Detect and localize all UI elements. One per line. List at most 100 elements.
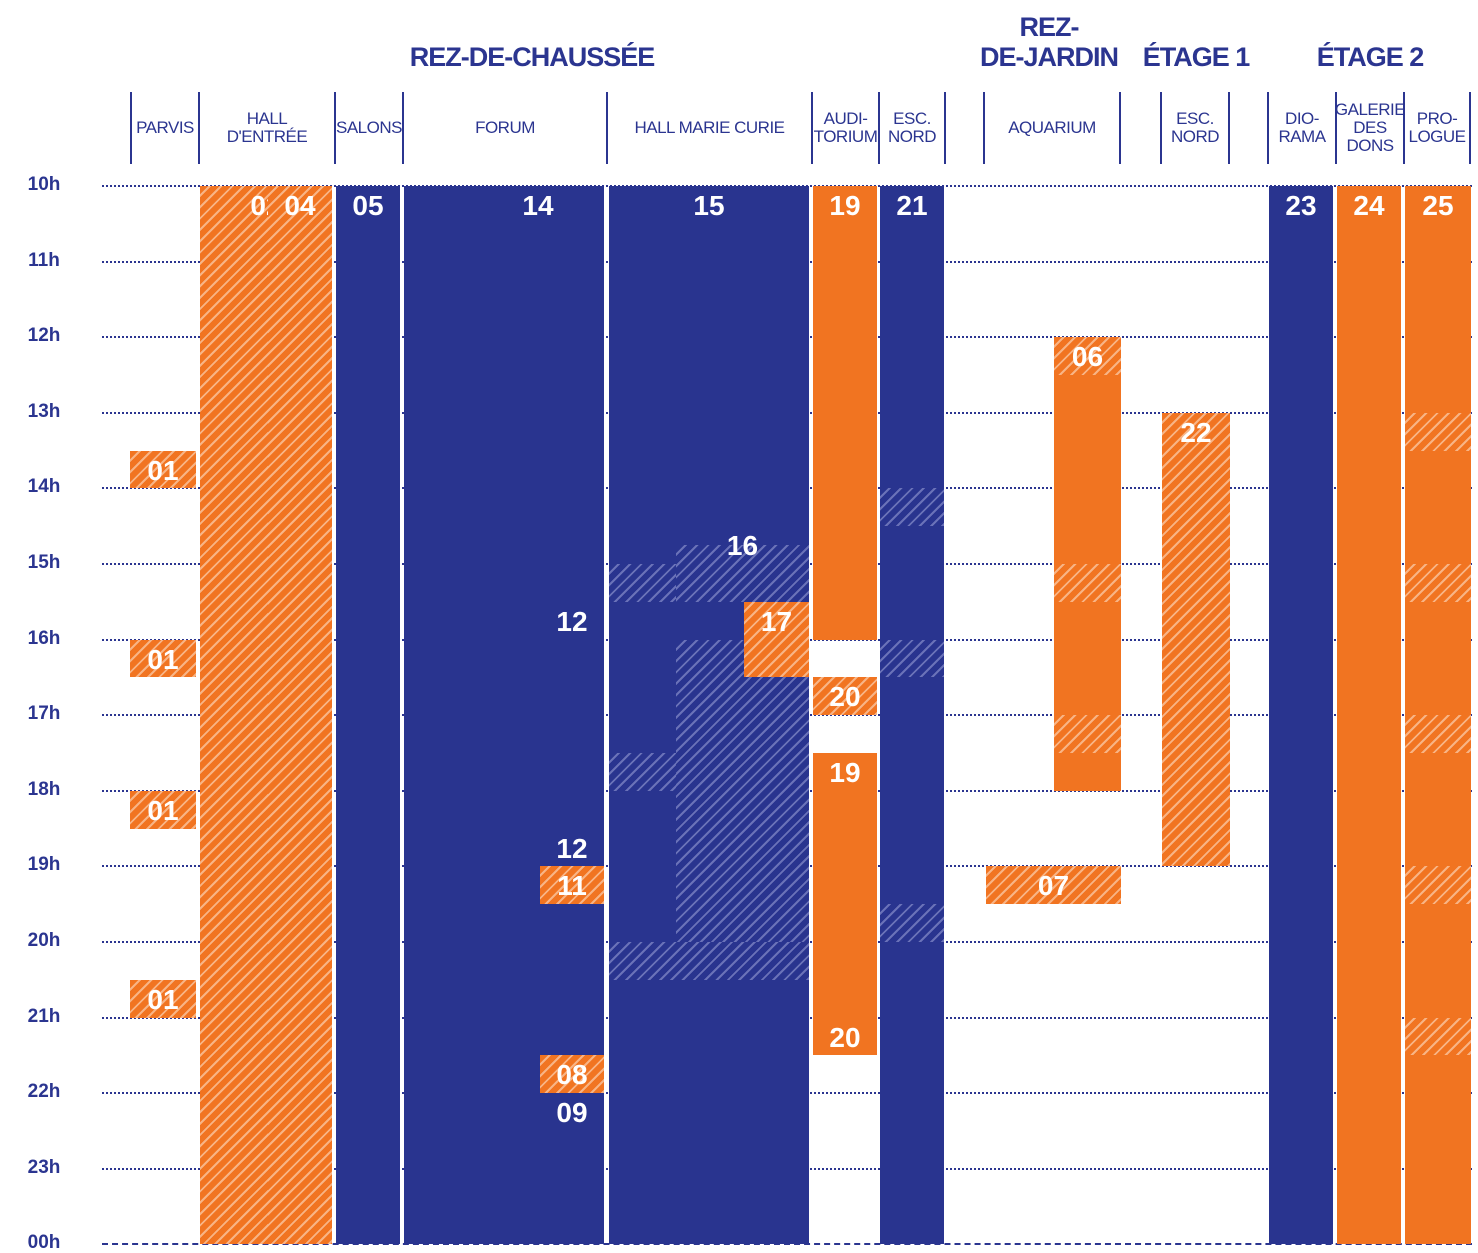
event-label: 04	[284, 190, 316, 221]
event-block[interactable]: 07	[986, 866, 1121, 905]
room-header: ESC. NORD	[878, 92, 946, 164]
room-label: DIO- RAMA	[1278, 109, 1326, 146]
event-label: 16	[726, 530, 759, 562]
hatched-segment	[1054, 563, 1121, 602]
room-header: AQUARIUM	[983, 92, 1121, 164]
hour-label: 11h	[28, 249, 60, 271]
event-block[interactable]: 19	[813, 753, 877, 1056]
event-label: 07	[1037, 870, 1070, 902]
event-label: 25	[1422, 190, 1454, 221]
floor-heading: REZ-DE-CHAUSSÉE	[409, 42, 656, 72]
event-block[interactable]: 16	[676, 526, 809, 602]
hour-label: 16h	[27, 627, 61, 649]
event-block[interactable]: 19	[813, 186, 877, 640]
hour-label: 20h	[27, 930, 61, 951]
hour-label: 12h	[27, 325, 61, 347]
event-block[interactable]: 09	[540, 1093, 604, 1169]
hatched-segment	[880, 904, 944, 942]
event-block[interactable]: 01	[130, 639, 196, 678]
event-label: 24	[1353, 190, 1385, 221]
hatched-segment	[1405, 715, 1471, 753]
event-block[interactable]: 21	[880, 186, 944, 1245]
hatched-segment	[880, 639, 944, 678]
event-block[interactable]: 06	[1054, 337, 1121, 791]
hour-label: 22h	[27, 1081, 61, 1103]
event-label: 01	[147, 454, 179, 486]
event-label: 19	[829, 190, 861, 221]
event-label: 21	[896, 190, 928, 221]
hour-label: 21h	[27, 1005, 61, 1027]
hatched-segment	[1405, 564, 1471, 602]
room-label: ESC. NORD	[1170, 109, 1220, 146]
event-block[interactable]: 24	[1337, 186, 1401, 1245]
hatched-segment	[1405, 412, 1471, 451]
event-label: 15	[693, 190, 725, 221]
event-block[interactable]: 25	[1405, 186, 1471, 1245]
hatched-segment	[1054, 715, 1121, 753]
room-label: ESC. NORD	[887, 109, 937, 146]
event-block[interactable]: 12	[540, 828, 604, 867]
event-block[interactable]: 23	[1269, 186, 1333, 1245]
room-header: PARVIS	[130, 92, 198, 164]
event-label: 23	[1285, 190, 1317, 221]
room-header: HALL D'ENTRÉE	[198, 92, 334, 164]
event-block[interactable]: 01	[130, 790, 196, 829]
room-header: DIO- RAMA	[1267, 92, 1335, 164]
event-block[interactable]: 05	[336, 186, 400, 1245]
hour-label: 19h	[27, 854, 61, 876]
event-label: 19	[829, 757, 861, 788]
hatched-segment	[676, 545, 809, 602]
event-label: 22	[1180, 416, 1212, 448]
event-block[interactable]: 08	[540, 1055, 604, 1094]
event-block[interactable]: 01	[130, 450, 196, 489]
room-header: GALERIE DES DONS	[1334, 92, 1406, 164]
event-label: 01	[147, 643, 179, 675]
hour-label: 18h	[27, 778, 61, 800]
room-label: AUDI- TORIUM	[813, 109, 878, 146]
event-block[interactable]: 01	[130, 979, 196, 1018]
event-label: 20	[829, 681, 861, 713]
room-header: SALONS	[334, 92, 402, 164]
room-label: PARVIS	[136, 118, 194, 137]
event-label: 14	[522, 190, 554, 221]
floor-heading: ÉTAGE 1	[1142, 42, 1251, 72]
event-label: 20	[829, 1021, 861, 1053]
event-label: 01	[147, 794, 179, 826]
event-block[interactable]: 20	[813, 677, 877, 716]
event-block[interactable]	[676, 639, 809, 942]
room-header: AUDI- TORIUM	[811, 92, 878, 164]
hour-label: 17h	[27, 703, 61, 725]
hour-label: 14h	[27, 476, 61, 498]
hour-label: 23h	[27, 1156, 61, 1178]
event-label: 06	[1071, 341, 1104, 373]
room-label: FORUM	[475, 118, 535, 137]
event-block[interactable]: 11	[540, 866, 604, 905]
room-label: HALL MARIE CURIE	[634, 118, 785, 137]
event-label: 09	[556, 1097, 588, 1129]
event-block[interactable]: 20	[813, 1017, 877, 1056]
hour-label: 00h	[27, 1232, 61, 1253]
room-label: GALERIE DES DONS	[1334, 100, 1406, 155]
event-label: 08	[556, 1059, 588, 1091]
event-block[interactable]: 04	[268, 186, 332, 1245]
floor-heading: REZ- DE-JARDIN	[979, 12, 1119, 72]
event-label: 12	[556, 605, 588, 637]
hatched-segment	[1405, 866, 1471, 905]
hatched-segment	[1054, 337, 1121, 375]
room-header: HALL MARIE CURIE	[606, 92, 811, 164]
hour-gridline	[102, 1243, 1472, 1246]
hour-label: 13h	[27, 400, 61, 422]
room-header: PRO- LOGUE	[1403, 92, 1471, 164]
event-block[interactable]: 17	[744, 601, 809, 678]
event-label: 01	[147, 983, 179, 1015]
event-block[interactable]: 12	[540, 601, 604, 640]
room-label: PRO- LOGUE	[1408, 109, 1466, 146]
hatched-segment	[609, 942, 809, 980]
hour-label: 10h	[27, 174, 61, 195]
event-block[interactable]: 22	[1162, 412, 1230, 867]
floor-heading: ÉTAGE 2	[1316, 42, 1425, 72]
room-label: AQUARIUM	[1008, 118, 1096, 137]
room-label: SALONS	[336, 118, 402, 137]
event-label: 12	[556, 832, 588, 864]
